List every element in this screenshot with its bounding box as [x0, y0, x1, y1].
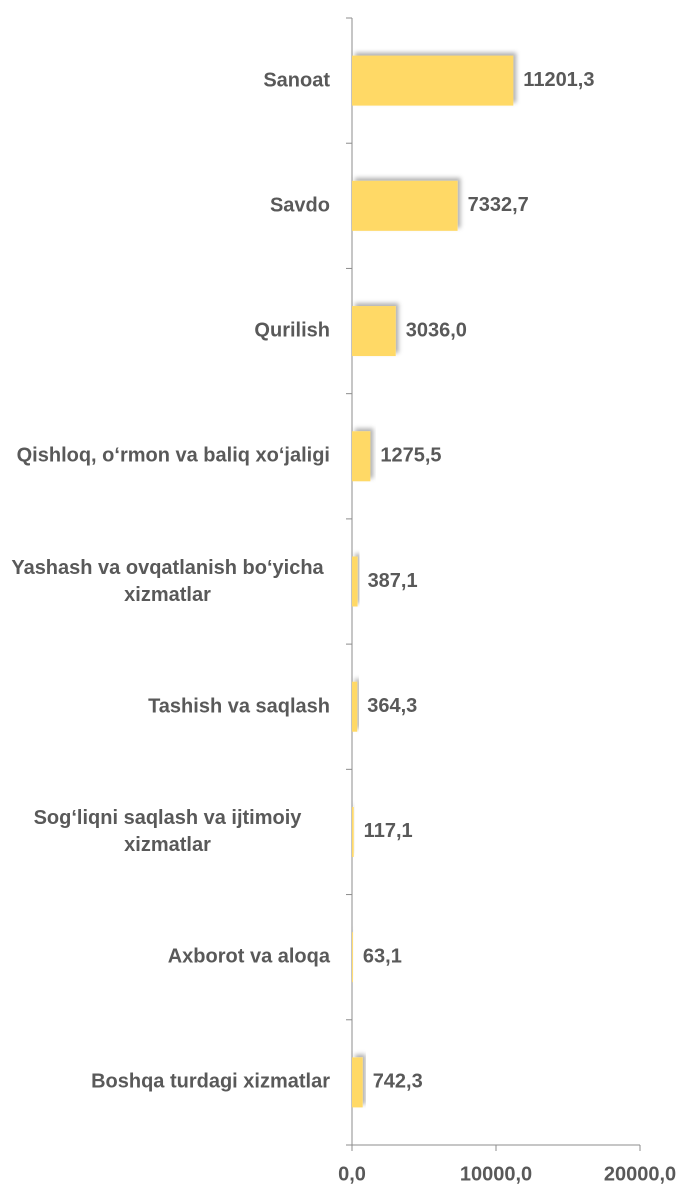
category-text: Yashash va ovqatlanish bo‘yicha xizmatla…: [11, 556, 324, 606]
value-label: 63,1: [363, 945, 402, 967]
bar: [352, 431, 371, 482]
value-label: 742,3: [373, 1071, 423, 1093]
value-label: 1275,5: [380, 445, 441, 467]
category-text: Sanoat: [263, 69, 330, 92]
value-label: 364,3: [367, 695, 417, 717]
bar: [352, 1057, 363, 1108]
value-label: 7332,7: [468, 194, 529, 216]
category-label: Savdo: [270, 192, 330, 219]
x-tick-label: 10000,0: [460, 1163, 532, 1185]
category-label: Axborot va aloqa: [168, 944, 330, 971]
category-label: Sanoat: [263, 67, 330, 94]
bar: [352, 806, 354, 857]
category-text: Sog‘liqni saqlash va ijtimoiy xizmatlar: [33, 806, 302, 856]
value-label: 11201,3: [523, 69, 594, 91]
value-label: 387,1: [368, 570, 418, 592]
category-label: Qishloq, o‘rmon va baliq xo‘jaligi: [17, 443, 330, 470]
bar: [352, 932, 353, 983]
category-text: Axborot va aloqa: [167, 945, 330, 968]
bar: [352, 55, 514, 106]
x-tick-label: 0,0: [338, 1163, 366, 1185]
value-label: 117,1: [364, 820, 413, 842]
category-label: Sog‘liqni saqlash va ijtimoiy xizmatlar: [5, 805, 330, 859]
bar: [352, 306, 396, 357]
bar: [352, 681, 358, 732]
category-text: Qurilish: [254, 319, 330, 342]
category-text: Boshqa turdagi xizmatlar: [91, 1070, 330, 1093]
category-text: Tashish va saqlash: [148, 695, 330, 718]
category-label: Yashash va ovqatlanish bo‘yicha xizmatla…: [5, 555, 330, 609]
category-label: Boshqa turdagi xizmatlar: [91, 1069, 330, 1096]
category-label: Qurilish: [254, 318, 330, 345]
bar: [352, 556, 358, 607]
x-tick-label: 20000,0: [604, 1163, 676, 1185]
bar: [352, 180, 458, 231]
category-text: Savdo: [269, 194, 330, 217]
category-label: Tashish va saqlash: [148, 693, 330, 720]
category-text: Qishloq, o‘rmon va baliq xo‘jaligi: [16, 444, 330, 467]
value-label: 3036,0: [406, 319, 467, 341]
